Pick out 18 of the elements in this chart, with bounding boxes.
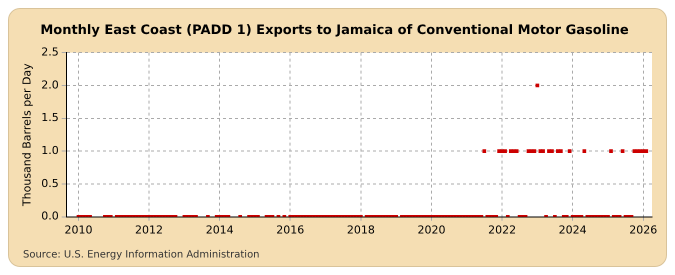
x-tick-label: 2014 [206, 223, 234, 236]
x-tick-label: 2010 [64, 223, 92, 236]
x-tick-label: 2022 [488, 223, 516, 236]
y-tick-label: 0.0 [41, 210, 59, 223]
y-tick-label: 0.5 [41, 176, 59, 190]
y-axis-title: Thousand Barrels per Day [20, 62, 34, 208]
x-tick-label: 2018 [346, 223, 375, 236]
x-tick-label: 2026 [629, 223, 658, 236]
x-tick-label: 2016 [276, 223, 304, 236]
x-tick-label: 2020 [417, 223, 446, 236]
y-tick-label: 2.5 [41, 45, 59, 58]
y-tick-label: 2.0 [41, 78, 59, 92]
y-tick-label: 1.5 [41, 111, 59, 124]
y-tick-label: 1.0 [41, 144, 59, 157]
chart-title: Monthly East Coast (PADD 1) Exports to Jamaica of Conventional Motor Gasoline [40, 23, 629, 38]
x-tick-label: 2024 [558, 223, 587, 236]
x-tick-label: 2012 [135, 223, 164, 236]
source-note: Source: U.S. Energy Information Administration [23, 250, 260, 261]
